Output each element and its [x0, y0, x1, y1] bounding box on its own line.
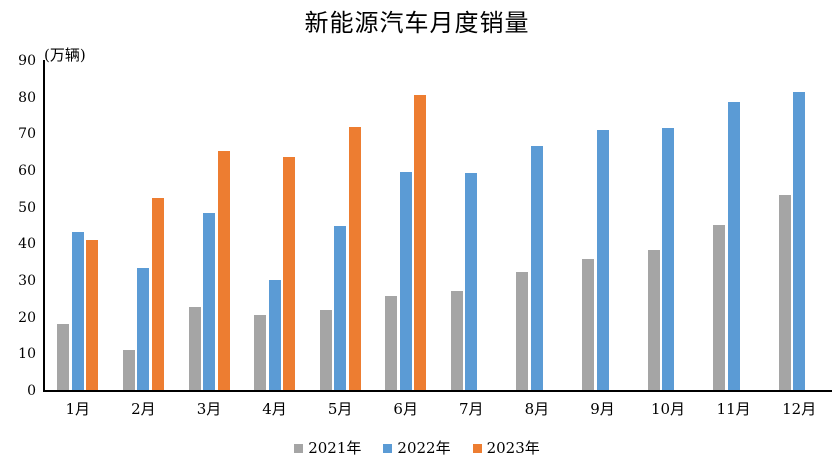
bar-2022年-4月: [268, 280, 281, 390]
bar-2022年-1月: [71, 232, 84, 390]
bar-2022年-3月: [203, 212, 215, 390]
bar-2022年-10月: [662, 128, 674, 390]
bar-2021年-6月: [385, 296, 398, 390]
y-tick-label-50: 50: [18, 199, 36, 216]
legend-swatch-icon: [383, 443, 393, 453]
bar-2023年-4月: [283, 156, 295, 390]
bar-2023年-1月: [86, 240, 99, 390]
x-tick-label-5月: 5月: [327, 400, 353, 418]
bar-2021年-4月: [254, 314, 266, 390]
y-tick-label-60: 60: [18, 163, 36, 179]
x-tick-label-9月: 9月: [590, 400, 615, 418]
bar-2022年-9月: [596, 130, 609, 390]
y-tick-label-30: 30: [18, 273, 36, 289]
y-tick-label-70: 70: [18, 126, 36, 143]
bar-2022年-6月: [399, 171, 412, 390]
y-tick-label-20: 20: [18, 309, 36, 326]
y-tick-label-0: 0: [27, 383, 36, 399]
bar-2023年-6月: [414, 94, 427, 390]
bars-layer: [45, 60, 832, 390]
legend: 2021年 2022年 2023年: [0, 439, 834, 457]
bar-2023年-5月: [348, 127, 361, 390]
y-tick-label-40: 40: [18, 236, 36, 253]
y-tick-label-80: 80: [18, 89, 36, 106]
bar-2021年-5月: [319, 310, 332, 390]
plot-area: [43, 60, 832, 392]
chart-title: 新能源汽车月度销量: [304, 9, 530, 37]
x-tick-label-8月: 8月: [524, 400, 550, 418]
bar-2022年-2月: [137, 267, 150, 390]
bar-2021年-11月: [713, 225, 726, 390]
x-tick-label-1月: 1月: [65, 400, 91, 418]
bar-2021年-3月: [188, 307, 201, 390]
legend-swatch-icon: [294, 443, 304, 453]
legend-label: 2022年: [397, 439, 451, 457]
bar-2022年-12月: [793, 91, 806, 390]
bar-2021年-8月: [516, 272, 529, 390]
legend-item-2021年: 2021年: [294, 439, 361, 457]
bar-2021年-1月: [57, 324, 70, 390]
bar-2021年-9月: [582, 259, 594, 390]
bar-2023年-2月: [151, 197, 164, 390]
bar-2023年-3月: [217, 150, 230, 390]
y-tick-label-90: 90: [18, 53, 36, 69]
bar-2021年-12月: [778, 195, 791, 390]
x-tick-label-10月: 10月: [650, 400, 686, 418]
x-tick-label-4月: 4月: [262, 400, 287, 418]
x-tick-label-12月: 12月: [782, 400, 817, 418]
legend-item-2022年: 2022年: [383, 439, 451, 457]
bar-2021年-7月: [450, 290, 463, 390]
x-tick-label-7月: 7月: [459, 400, 484, 418]
bar-2022年-11月: [727, 101, 740, 390]
bar-2022年-5月: [334, 226, 347, 390]
x-tick-label-6月: 6月: [393, 400, 418, 418]
x-tick-label-11月: 11月: [716, 400, 751, 418]
bar-2021年-10月: [647, 249, 660, 390]
bar-2022年-7月: [465, 172, 478, 390]
x-tick-label-2月: 2月: [131, 400, 156, 418]
bar-2021年-2月: [122, 349, 135, 390]
legend-swatch-icon: [472, 443, 482, 453]
x-tick-label-3月: 3月: [196, 400, 222, 418]
legend-item-2023年: 2023年: [472, 439, 540, 457]
y-axis-unit-label: (万辆): [44, 46, 86, 64]
bar-2022年-8月: [530, 145, 543, 390]
y-tick-label-10: 10: [18, 346, 36, 363]
legend-label: 2021年: [308, 439, 362, 457]
legend-label: 2023年: [486, 439, 540, 457]
